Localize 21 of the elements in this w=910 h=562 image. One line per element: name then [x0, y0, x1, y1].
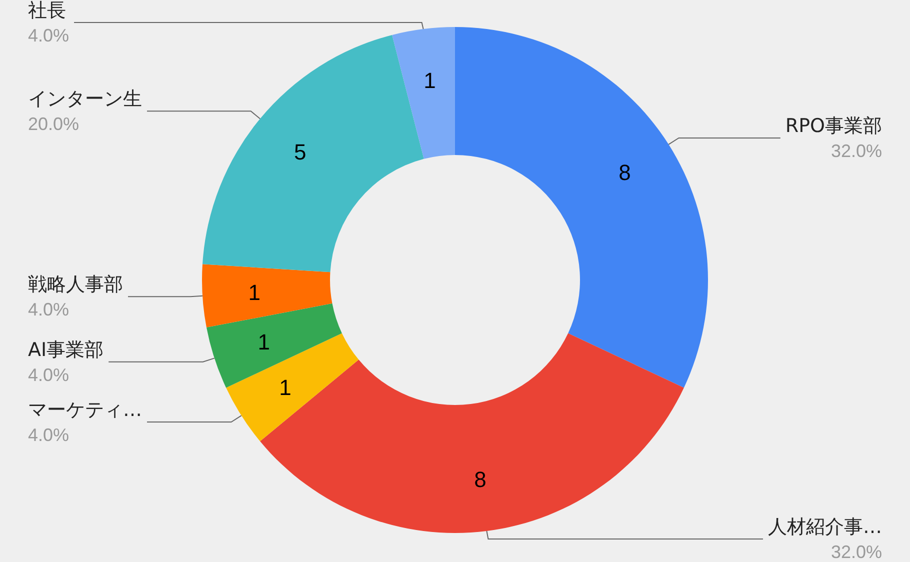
- data-label: 1: [279, 375, 292, 400]
- slice-label: 社長: [28, 0, 66, 22]
- data-label: 1: [424, 68, 436, 94]
- data-label: 1: [248, 280, 261, 306]
- data-label: 1: [258, 330, 270, 355]
- slice-label: 戦略人事部: [28, 274, 123, 296]
- text: 4.0%: [28, 364, 70, 385]
- text: 32.0%: [830, 141, 882, 162]
- text: 4.0%: [28, 26, 70, 46]
- data-label: 8: [474, 466, 486, 492]
- text: 20.0%: [28, 114, 80, 134]
- slice-label: RPO事業部: [785, 115, 882, 138]
- text: 32.0%: [830, 542, 882, 562]
- slice-label: マーケティ…: [28, 398, 142, 421]
- slice-label: AI事業部: [28, 338, 104, 361]
- text: 4.0%: [28, 424, 70, 445]
- slice-label: 人材紹介事…: [768, 516, 882, 538]
- text: 4.0%: [28, 300, 70, 320]
- data-label: 8: [618, 160, 631, 185]
- data-label: 5: [294, 139, 306, 164]
- slice-label: インターン生: [28, 88, 142, 110]
